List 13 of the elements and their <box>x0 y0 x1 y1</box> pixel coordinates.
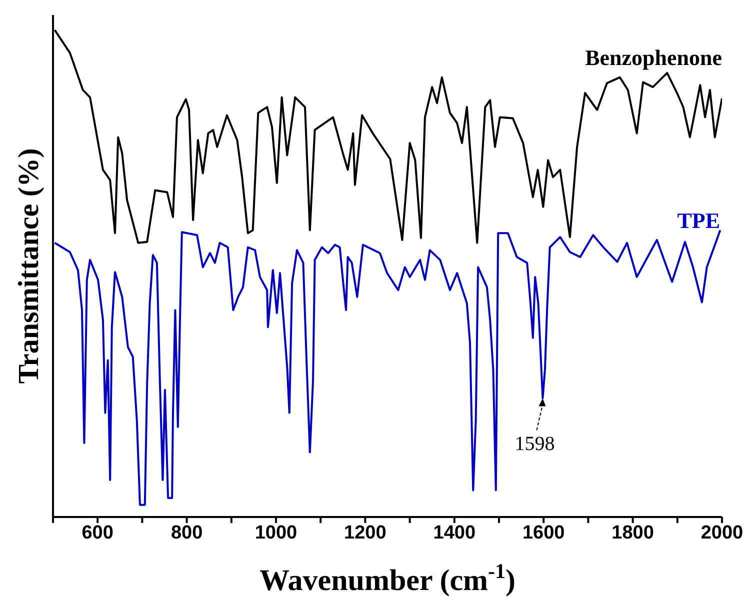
x-axis-title: Wavenumber (cm$^{-1}$) <box>259 559 516 597</box>
y-axis-title: Transmittance (%) <box>13 148 45 384</box>
x-tick-label: 2000 <box>700 522 744 544</box>
x-tick-label: 1200 <box>344 522 386 544</box>
x-tick-label: 1600 <box>522 522 565 544</box>
annotation: 1598 <box>514 433 555 456</box>
series-label: TPE <box>677 208 720 233</box>
x-tick-label: 1000 <box>254 522 298 544</box>
x-tick-label: 800 <box>170 522 203 544</box>
x-tick-label: 600 <box>82 522 114 544</box>
x-tick-label: 1400 <box>433 522 476 544</box>
series-label: Benzophenone <box>585 45 722 70</box>
x-tick-label: 1800 <box>612 522 654 544</box>
